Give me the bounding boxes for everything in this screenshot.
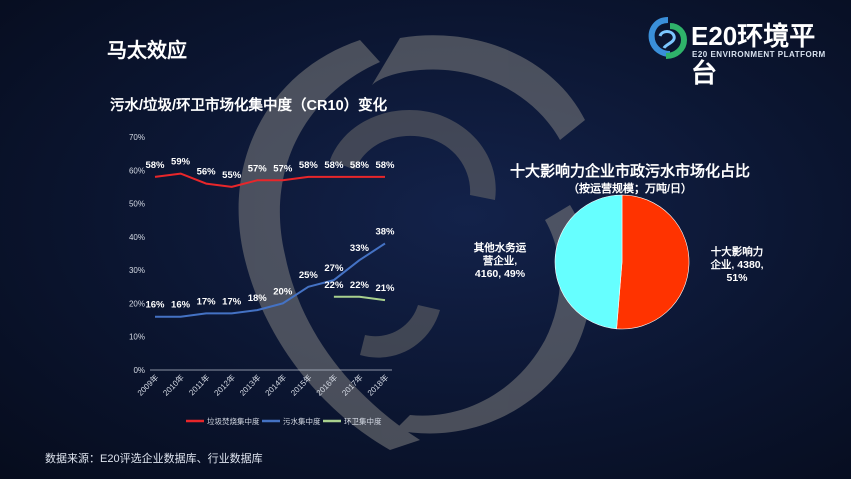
data-source-note: 数据来源：E20评选企业数据库、行业数据库 [45,453,263,465]
legend-label: 环卫集中度 [344,416,382,426]
y-tick-label: 20% [129,299,145,308]
y-tick-label: 40% [129,233,145,242]
data-label: 33% [350,243,370,254]
data-label: 20% [273,286,293,297]
data-label: 56% [197,167,217,178]
data-label: 17% [222,296,242,307]
series-line [154,172,385,188]
series-line [155,242,386,318]
y-tick-label: 60% [129,166,145,175]
e20-logo: E20环境平台 E20 ENVIRONMENT PLATFORM [644,14,834,88]
logo-subtitle: E20 ENVIRONMENT PLATFORM [692,50,826,59]
slide-title: 马太效应 [107,40,187,62]
data-label: 25% [299,270,319,281]
line-chart-title: 污水/垃圾/环卫市场化集中度（CR10）变化 [110,98,388,114]
logo-name: E20环境平台 [691,21,816,88]
data-label: 58% [324,160,344,171]
pie-slice [554,194,623,330]
data-label: 22% [350,280,370,291]
pie-chart-subtitle: （按运营规模；万吨/日） [567,183,693,195]
data-label: 57% [248,163,268,174]
data-label: 59% [171,157,191,168]
y-tick-label: 70% [129,133,145,142]
e20-logo-icon [648,17,688,59]
data-label: 38% [375,227,395,238]
data-label: 55% [222,170,242,181]
data-label: 58% [375,160,395,171]
y-tick-label: 10% [129,333,145,342]
pie-slice-label: 其他水务运营企业, 4160, 49% [474,241,527,280]
y-tick-label: 30% [129,266,145,275]
y-tick-label: 0% [133,366,145,375]
data-label: 21% [375,283,395,294]
data-label: 22% [324,280,344,291]
data-label: 57% [273,163,293,174]
legend-label: 垃圾焚烧集中度 [207,416,260,426]
pie-slice [616,194,690,330]
data-label: 58% [350,160,370,171]
data-label: 17% [197,296,217,307]
y-tick-label: 50% [129,200,145,209]
pie-slice-label: 十大影响力企业, 4380, 51% [709,245,763,284]
data-label: 27% [324,263,344,274]
data-label: 16% [145,300,165,311]
data-label: 18% [248,293,268,304]
data-label: 58% [299,160,319,171]
series-line [333,295,386,302]
data-label: 58% [145,160,165,171]
legend-label: 污水集中度 [283,416,321,426]
pie-chart-title: 十大影响力企业市政污水市场化占比 [509,163,750,180]
data-label: 16% [171,300,191,311]
